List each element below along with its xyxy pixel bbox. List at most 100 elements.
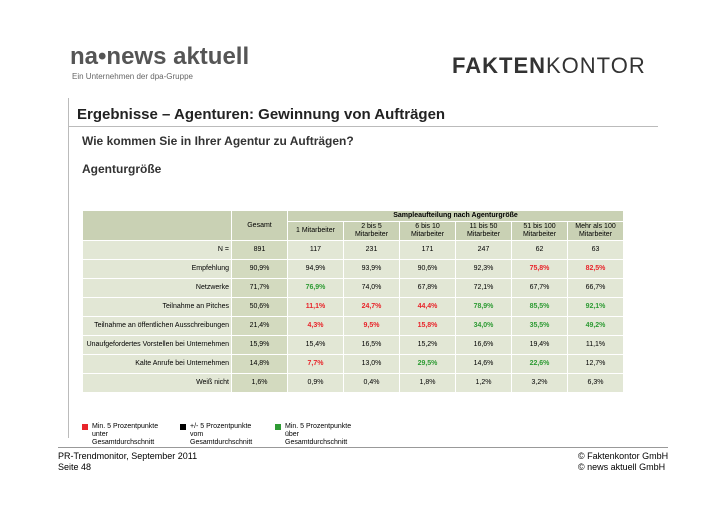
- cell: 67,7%: [511, 278, 568, 298]
- column-header: 11 bis 50 Mitarbeiter: [455, 221, 512, 241]
- logo-light: KONTOR: [546, 53, 646, 78]
- legend-item: Min. 5 Prozentpunkte über Gesamtdurchsch…: [275, 423, 360, 447]
- cell: 14,6%: [455, 354, 512, 374]
- cell: 24,7%: [343, 297, 400, 317]
- cell: 50,6%: [231, 297, 288, 317]
- cell: 49,2%: [567, 316, 624, 336]
- data-row: Unaufgefordertes Vorstellen bei Unterneh…: [82, 335, 624, 355]
- row-label: Weiß nicht: [82, 373, 232, 393]
- cell: 15,4%: [287, 335, 344, 355]
- cell: 34,0%: [455, 316, 512, 336]
- cell: 92,1%: [567, 297, 624, 317]
- page: Seite 48: [58, 462, 92, 472]
- logo-right: FAKTENKONTOR: [452, 53, 646, 79]
- column-row: 1 Mitarbeiter 2 bis 5 Mitarbeiter 6 bis 10…: [83, 221, 624, 241]
- data-row: Weiß nicht 1,6% 0,9% 0,4% 1,8% 1,2% 3,2% 6,3%: [82, 373, 624, 393]
- cell: 75,8%: [511, 259, 568, 279]
- cell: 1,6%: [231, 373, 288, 393]
- row-label: Teilnahme an öffentlichen Ausschreibunge…: [82, 316, 232, 336]
- row-label: Kalte Anrufe bei Unternehmen: [82, 354, 232, 374]
- logo-left: na•news aktuell: [70, 43, 250, 70]
- cell: 6,3%: [567, 373, 624, 393]
- row-label: Unaufgefordertes Vorstellen bei Unterneh…: [82, 335, 232, 355]
- cell: 67,8%: [399, 278, 456, 298]
- cell: 71,7%: [231, 278, 288, 298]
- cell: 0,9%: [287, 373, 344, 393]
- legend-swatch: [180, 424, 186, 430]
- cell: 231: [343, 240, 400, 260]
- cell: 13,0%: [343, 354, 400, 374]
- column-header: 2 bis 5 Mitarbeiter: [343, 221, 400, 241]
- footer-left: PR-Trendmonitor, September 2011 Seite 48: [58, 451, 197, 473]
- title: Ergebnisse – Agenturen: Gewinnung von Au…: [77, 106, 446, 123]
- logo-left-sub: Ein Unternehmen der dpa-Gruppe: [72, 72, 193, 81]
- legend-label: Min. 5 Prozentpunkte unter Gesamtdurchsc…: [92, 423, 159, 446]
- cell: 94,9%: [287, 259, 344, 279]
- cell: 76,9%: [287, 278, 344, 298]
- cell: 15,2%: [399, 335, 456, 355]
- header-row: Gesamt Sampleaufteilung nach Agenturgröße: [82, 210, 624, 241]
- row-label: Empfehlung: [82, 259, 232, 279]
- data-row: Teilnahme an öffentlichen Ausschreibunge…: [82, 316, 624, 336]
- cell: 3,2%: [511, 373, 568, 393]
- cell: 78,9%: [455, 297, 512, 317]
- data-row: Kalte Anrufe bei Unternehmen 14,8% 7,7% 13,…: [82, 354, 624, 374]
- copyright: © news aktuell GmbH: [578, 462, 666, 472]
- corner-cell: [82, 210, 232, 241]
- cell: 9,5%: [343, 316, 400, 336]
- cell: 16,5%: [343, 335, 400, 355]
- cell: 11,1%: [287, 297, 344, 317]
- cell: 44,4%: [399, 297, 456, 317]
- cell: 247: [455, 240, 512, 260]
- cell: 117: [287, 240, 344, 260]
- column-header: 51 bis 100 Mitarbeiter: [511, 221, 568, 241]
- legend-label: +/- 5 Prozentpunkte vom Gesamtdurchschni…: [190, 423, 253, 446]
- left-rule: [68, 98, 69, 438]
- column-header: 1 Mitarbeiter: [287, 221, 344, 241]
- cell: 93,9%: [343, 259, 400, 279]
- row-label: Netzwerke: [82, 278, 232, 298]
- legend-swatch: [82, 424, 88, 430]
- cell: 74,0%: [343, 278, 400, 298]
- cell: 1,8%: [399, 373, 456, 393]
- cell: 62: [511, 240, 568, 260]
- cell: 21,4%: [231, 316, 288, 336]
- legend-label: Min. 5 Prozentpunkte über Gesamtdurchsch…: [285, 423, 352, 446]
- cell: 22,6%: [511, 354, 568, 374]
- column-header: Mehr als 100 Mitarbeiter: [567, 221, 624, 241]
- cell: 92,3%: [455, 259, 512, 279]
- title-rule: [68, 126, 658, 127]
- cell: 82,5%: [567, 259, 624, 279]
- cell: 7,7%: [287, 354, 344, 374]
- cell: 15,9%: [231, 335, 288, 355]
- cell: 891: [231, 240, 288, 260]
- cell: 90,9%: [231, 259, 288, 279]
- cell: 63: [567, 240, 624, 260]
- copyright: © Faktenkontor GmbH: [578, 451, 669, 461]
- legend-item: Min. 5 Prozentpunkte unter Gesamtdurchsc…: [82, 423, 167, 447]
- footer-right: © Faktenkontor GmbH © news aktuell GmbH: [578, 451, 668, 473]
- cell: 1,2%: [455, 373, 512, 393]
- cell: 72,1%: [455, 278, 512, 298]
- cell: 19,4%: [511, 335, 568, 355]
- data-row: Teilnahme an Pitches 50,6% 11,1% 24,7% 44,4%…: [82, 297, 624, 317]
- logo-bold: FAKTEN: [452, 53, 546, 78]
- cell: 16,6%: [455, 335, 512, 355]
- section: Agenturgröße: [82, 162, 162, 176]
- cell: 85,5%: [511, 297, 568, 317]
- data-row: N = 891 117 231 171 247 62 63: [82, 240, 624, 260]
- question: Wie kommen Sie in Ihrer Agentur zu Auftr…: [82, 134, 354, 148]
- group-header: Sampleaufteilung nach Agenturgröße: [287, 210, 624, 222]
- cell: 171: [399, 240, 456, 260]
- cell: 0,4%: [343, 373, 400, 393]
- results-table: Gesamt Sampleaufteilung nach Agenturgröße…: [82, 210, 624, 393]
- source: PR-Trendmonitor, September 2011: [58, 451, 198, 461]
- legend-swatch: [275, 424, 281, 430]
- cell: 12,7%: [567, 354, 624, 374]
- cell: 66,7%: [567, 278, 624, 298]
- cell: 90,6%: [399, 259, 456, 279]
- cell: 15,8%: [399, 316, 456, 336]
- cell: 29,5%: [399, 354, 456, 374]
- cell: 14,8%: [231, 354, 288, 374]
